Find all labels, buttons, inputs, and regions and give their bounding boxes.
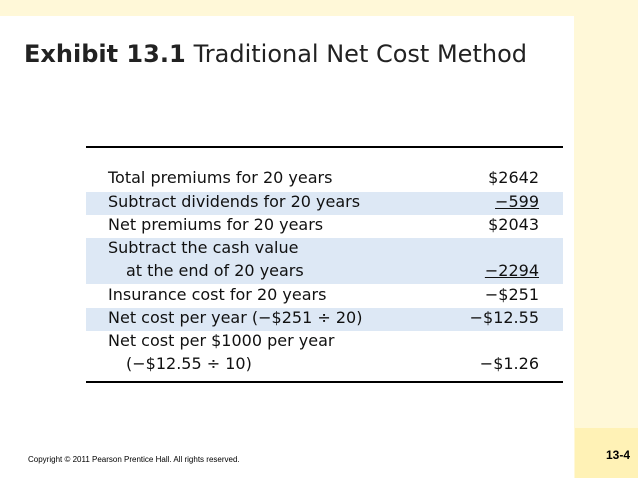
- table-row: Net premiums for 20 years $2043: [86, 215, 563, 238]
- row-value: −$12.55: [469, 308, 539, 327]
- row-label: Net premiums for 20 years: [108, 215, 324, 234]
- row-label: Insurance cost for 20 years: [108, 285, 327, 304]
- table-top-rule: [86, 146, 563, 148]
- row-label-continued: at the end of 20 years: [126, 261, 304, 280]
- top-band: [0, 0, 638, 16]
- table-row: Subtract dividends for 20 years −599: [86, 192, 563, 215]
- row-value: −$251: [484, 285, 539, 304]
- exhibit-number: Exhibit 13.1: [24, 40, 186, 68]
- copyright-notice: Copyright © 2011 Pearson Prentice Hall. …: [28, 455, 240, 464]
- slide-number-box: [575, 428, 638, 478]
- row-value: −599: [495, 192, 539, 211]
- table-row: Subtract the cash value at the end of 20…: [86, 238, 563, 284]
- table-bottom-rule: [86, 381, 563, 383]
- row-label: Net cost per $1000 per year: [108, 331, 335, 350]
- right-band: [574, 0, 638, 478]
- row-value: −2294: [484, 261, 539, 280]
- slide-title: Exhibit 13.1 Traditional Net Cost Method: [24, 40, 527, 68]
- row-value: $2043: [488, 215, 539, 234]
- row-label: Net cost per year (−$251 ÷ 20): [108, 308, 363, 327]
- exhibit-title: Traditional Net Cost Method: [193, 40, 527, 68]
- table-row: Insurance cost for 20 years −$251: [86, 285, 563, 308]
- slide-number: 13-4: [605, 448, 630, 462]
- row-value: $2642: [488, 168, 539, 187]
- table-row: Net cost per $1000 per year (−$12.55 ÷ 1…: [86, 331, 563, 377]
- table-row: Total premiums for 20 years $2642: [86, 168, 563, 191]
- row-label: Subtract the cash value: [108, 238, 299, 257]
- row-value: −$1.26: [479, 354, 539, 373]
- table-row: Net cost per year (−$251 ÷ 20) −$12.55: [86, 308, 563, 331]
- row-label-continued: (−$12.55 ÷ 10): [126, 354, 252, 373]
- row-label: Subtract dividends for 20 years: [108, 192, 361, 211]
- row-label: Total premiums for 20 years: [108, 168, 333, 187]
